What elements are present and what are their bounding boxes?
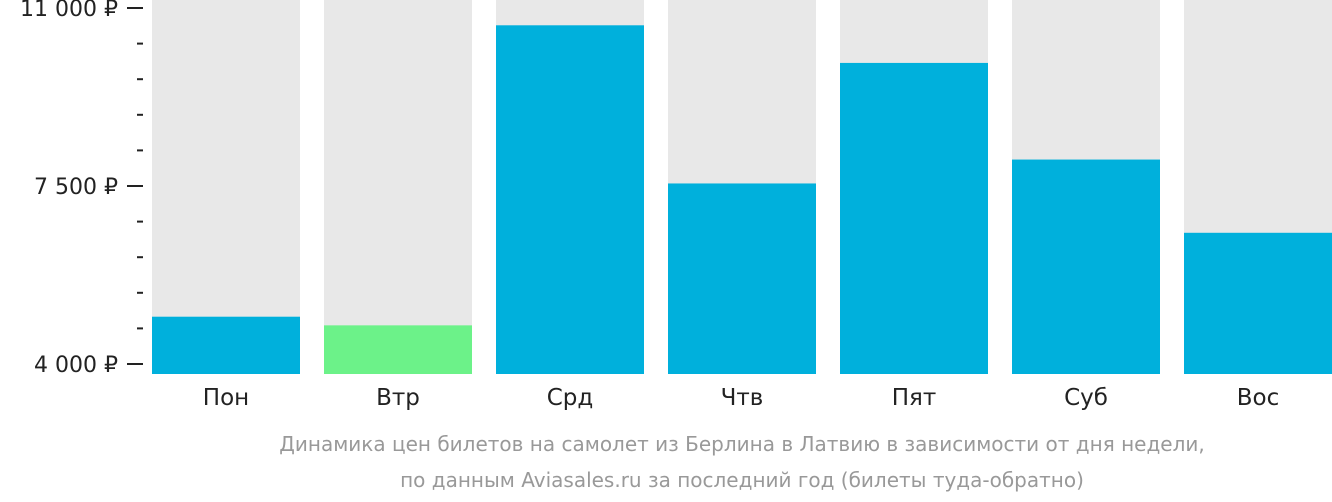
- x-tick-label: Суб: [1064, 385, 1108, 411]
- x-tick-label: Втр: [376, 385, 420, 411]
- bar: [1184, 232, 1332, 374]
- price-by-weekday-chart: Пон Втр Срд Чтв Пят Суб Вос 4 000 ₽ 7 500 ₽ 11 00…: [20, 0, 1332, 411]
- chart-caption-line-2: по данным Aviasales.ru за последний год …: [400, 468, 1084, 492]
- x-tick-label: Пон: [203, 385, 249, 411]
- bar-background: [324, 0, 472, 374]
- y-tick-label: 7 500 ₽: [34, 175, 118, 200]
- y-tick-label: 4 000 ₽: [34, 353, 118, 378]
- x-tick-label: Чтв: [721, 385, 764, 411]
- x-tick-label: Вос: [1237, 385, 1280, 411]
- bar: [496, 25, 644, 374]
- bar: [1012, 159, 1160, 374]
- chart-caption-line-1: Динамика цен билетов на самолет из Берли…: [279, 432, 1205, 456]
- x-tick-label: Пят: [892, 385, 937, 411]
- y-tick-label: 11 000 ₽: [20, 0, 118, 22]
- bar: [840, 62, 988, 374]
- bar-background: [152, 0, 300, 374]
- x-tick-label: Срд: [547, 385, 594, 411]
- bar: [152, 316, 300, 374]
- bar: [324, 325, 472, 374]
- bar: [668, 183, 816, 374]
